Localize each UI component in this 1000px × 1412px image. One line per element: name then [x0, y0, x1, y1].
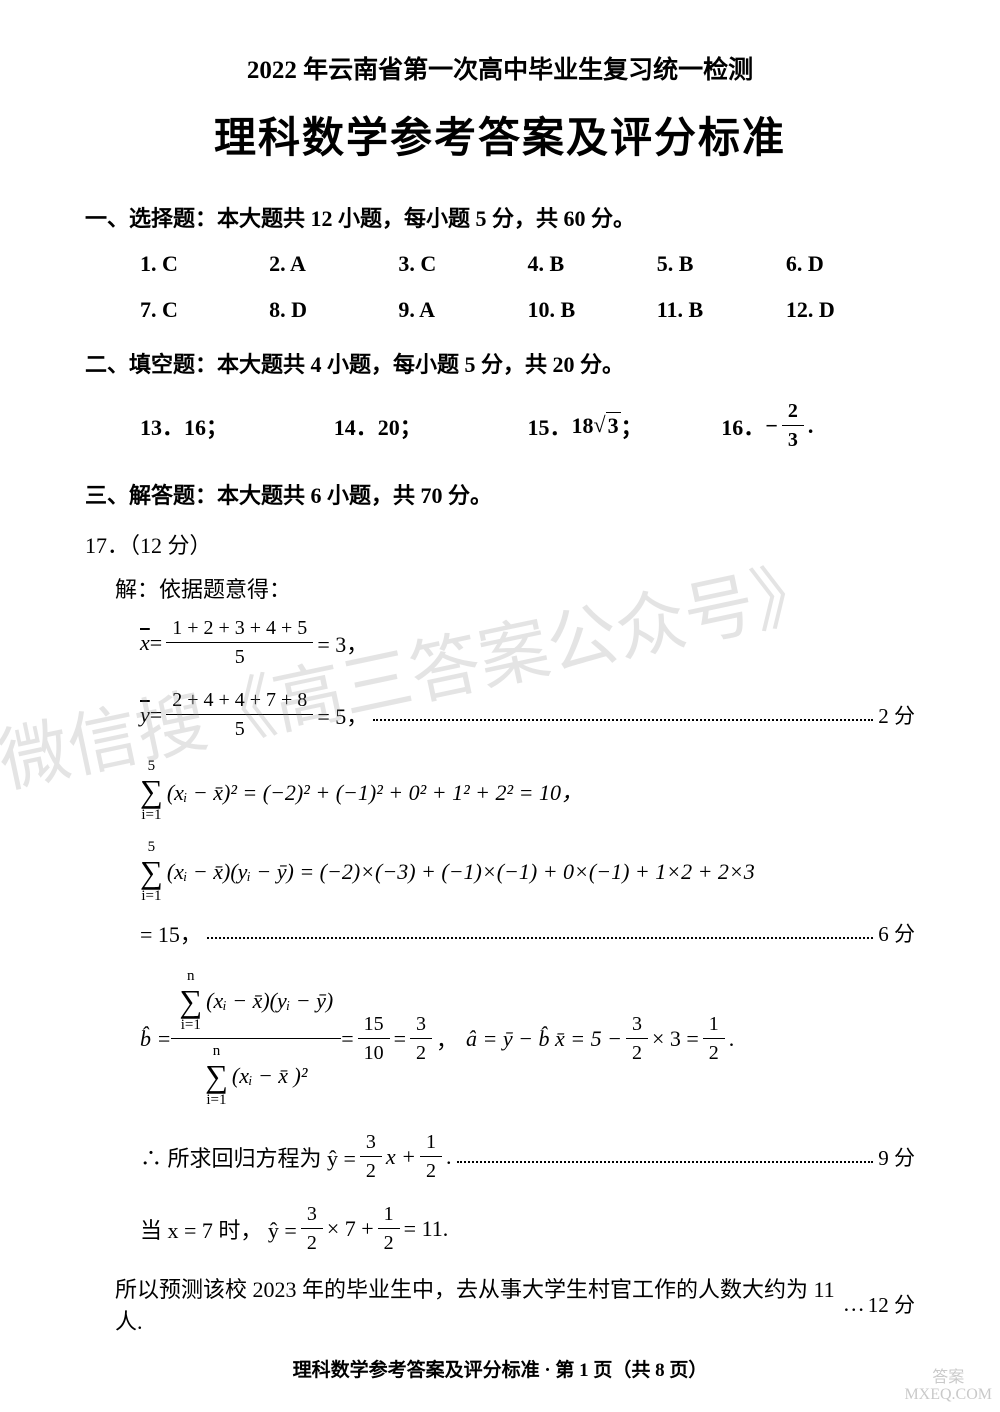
- mc-answer: 9. A: [398, 297, 527, 323]
- mc-row-1: 1. C 2. A 3. C 4. B 5. B 6. D: [85, 251, 915, 277]
- section2-heading: 二、填空题：本大题共 4 小题，每小题 5 分，共 20 分。: [85, 347, 915, 379]
- watermark-corner: 答案 MXEQ.COM: [904, 1369, 992, 1404]
- mc-answer: 5. B: [657, 251, 786, 277]
- conclusion-line: 所以预测该校 2023 年的毕业生中，去从事大学生村官工作的人数大约为 11 人…: [115, 1272, 915, 1336]
- sigma-icon: n∑i=1: [179, 968, 202, 1034]
- page-title: 理科数学参考答案及评分标准: [85, 104, 915, 165]
- bhat-line: b̂ = n∑i=1 (xᵢ − x̄)(yᵢ − ȳ) n∑i=1 (xᵢ −…: [140, 964, 915, 1113]
- page-footer: 理科数学参考答案及评分标准 · 第 1 页（共 8 页）: [0, 1355, 1000, 1382]
- mc-answer: 12. D: [786, 297, 915, 323]
- fillblank-row: 13．16； 14．20； 15． 18 √3 ； 16． − 23 .: [85, 397, 915, 454]
- mc-answer: 8. D: [269, 297, 398, 323]
- sum-xy-line: 5∑i=1 (xᵢ − x̄)(yᵢ − ȳ) = (−2)×(−3) + (−…: [140, 839, 915, 949]
- xbar-line: x= 1 + 2 + 3 + 4 + 55 = 3，: [140, 614, 915, 671]
- mc-answer: 11. B: [657, 297, 786, 323]
- section1-heading: 一、选择题：本大题共 12 小题，每小题 5 分，共 60 分。: [85, 201, 915, 233]
- section3-heading: 三、解答题：本大题共 6 小题，共 70 分。: [85, 478, 915, 510]
- dots-fill: [457, 1151, 874, 1163]
- sigma-icon: 5∑i=1: [140, 839, 163, 905]
- fb-13: 13．16；: [140, 410, 334, 442]
- score-6: 6 分: [878, 918, 915, 948]
- fb-16: 16． − 23 .: [721, 397, 915, 454]
- q17-header: 17．（12 分）: [85, 528, 915, 560]
- sigma-icon: 5∑i=1: [140, 758, 163, 824]
- exam-subtitle: 2022 年云南省第一次高中毕业生复习统一检测: [85, 50, 915, 86]
- dots-fill: [373, 709, 873, 721]
- dots-fill: [207, 927, 873, 939]
- score-9: 9 分: [878, 1142, 915, 1172]
- mc-answer: 1. C: [140, 251, 269, 277]
- score-2: 2 分: [878, 700, 915, 730]
- mc-row-2: 7. C 8. D 9. A 10. B 11. B 12. D: [85, 297, 915, 323]
- ybar-line: y= 2 + 4 + 4 + 7 + 85 = 5， 2 分: [140, 686, 915, 743]
- fb-14: 14．20；: [334, 410, 528, 442]
- mc-answer: 10. B: [528, 297, 657, 323]
- fb-15: 15． 18 √3 ；: [528, 410, 722, 442]
- regression-line: ∴ 所求回归方程为 ŷ = 32 x + 12 . 9 分: [140, 1128, 915, 1185]
- sigma-icon: n∑i=1: [205, 1043, 228, 1109]
- when-x7-line: 当 x = 7 时， ŷ = 32 × 7 + 12 = 11.: [140, 1200, 915, 1257]
- sum-xx-line: 5∑i=1 (xᵢ − x̄)² = (−2)² + (−1)² + 0² + …: [140, 758, 915, 824]
- score-12: 12 分: [868, 1289, 915, 1319]
- mc-answer: 2. A: [269, 251, 398, 277]
- mc-answer: 7. C: [140, 297, 269, 323]
- mc-answer: 4. B: [528, 251, 657, 277]
- sqrt-icon: √3: [594, 412, 621, 439]
- mc-answer: 3. C: [398, 251, 527, 277]
- mc-answer: 6. D: [786, 251, 915, 277]
- q17-intro: 解：依据题意得：: [115, 572, 915, 604]
